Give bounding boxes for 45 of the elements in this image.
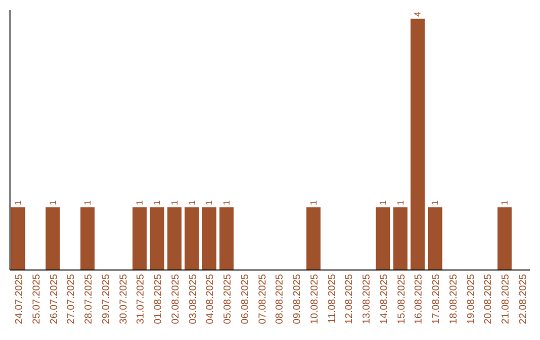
x-tick-label: 08.08.2025 xyxy=(274,274,286,324)
data-label: 1 xyxy=(378,200,388,206)
x-tick-label: 24.07.2025 xyxy=(14,274,25,324)
data-label: 1 xyxy=(134,200,145,206)
data-label: 1 xyxy=(82,200,93,206)
data-label: 1 xyxy=(48,200,58,206)
x-tick-label: 03.08.2025 xyxy=(188,274,199,324)
data-label: 1 xyxy=(152,200,162,206)
x-tick-label: 19.08.2025 xyxy=(466,274,477,324)
data-label: 1 xyxy=(222,200,232,206)
x-tick-label: 06.08.2025 xyxy=(240,274,251,324)
x-tick-label: 11.08.2025 xyxy=(326,274,338,324)
x-tick-label: 31.07.2025 xyxy=(136,274,147,324)
x-tick-label: 22.08.2025 xyxy=(518,274,530,324)
x-tick-label: 26.07.2025 xyxy=(48,274,60,324)
x-tick-label: 25.07.2025 xyxy=(31,274,42,324)
x-tick-label: 28.07.2025 xyxy=(84,274,95,324)
x-tick-label: 12.08.2025 xyxy=(344,274,356,324)
x-tick-label: 05.08.2025 xyxy=(222,274,234,324)
x-tick-label: 17.08.2025 xyxy=(431,274,442,324)
data-label: 1 xyxy=(500,200,510,206)
x-tick-label: 16.08.2025 xyxy=(414,274,425,324)
x-tick-label: 20.08.2025 xyxy=(483,274,494,324)
x-tick-label: 18.08.2025 xyxy=(448,274,460,324)
x-tick-label: 15.08.2025 xyxy=(396,274,408,324)
data-label: 1 xyxy=(169,200,180,206)
x-tick-label: 14.08.2025 xyxy=(378,274,390,324)
x-tick-label: 01.08.2025 xyxy=(153,274,164,324)
data-label: 1 xyxy=(395,200,406,206)
data-label: 1 xyxy=(308,200,318,206)
x-tick-label: 09.08.2025 xyxy=(292,274,304,324)
data-label: 4 xyxy=(412,12,423,17)
x-tick-label: 02.08.2025 xyxy=(170,274,182,324)
x-tick-label: 27.07.2025 xyxy=(66,274,78,324)
x-tick-label: 04.08.2025 xyxy=(205,274,216,324)
x-tick-label: 13.08.2025 xyxy=(362,274,373,324)
data-label: 1 xyxy=(204,200,214,206)
x-tick-label: 30.07.2025 xyxy=(118,274,130,324)
data-label: 1 xyxy=(430,200,440,206)
data-label: 1 xyxy=(12,200,23,206)
x-tick-label: 29.07.2025 xyxy=(100,274,112,324)
data-label: 1 xyxy=(186,200,197,206)
x-tick-label: 10.08.2025 xyxy=(309,274,320,324)
x-tick-label: 07.08.2025 xyxy=(257,274,268,324)
x-tick-label: 21.08.2025 xyxy=(500,274,512,324)
